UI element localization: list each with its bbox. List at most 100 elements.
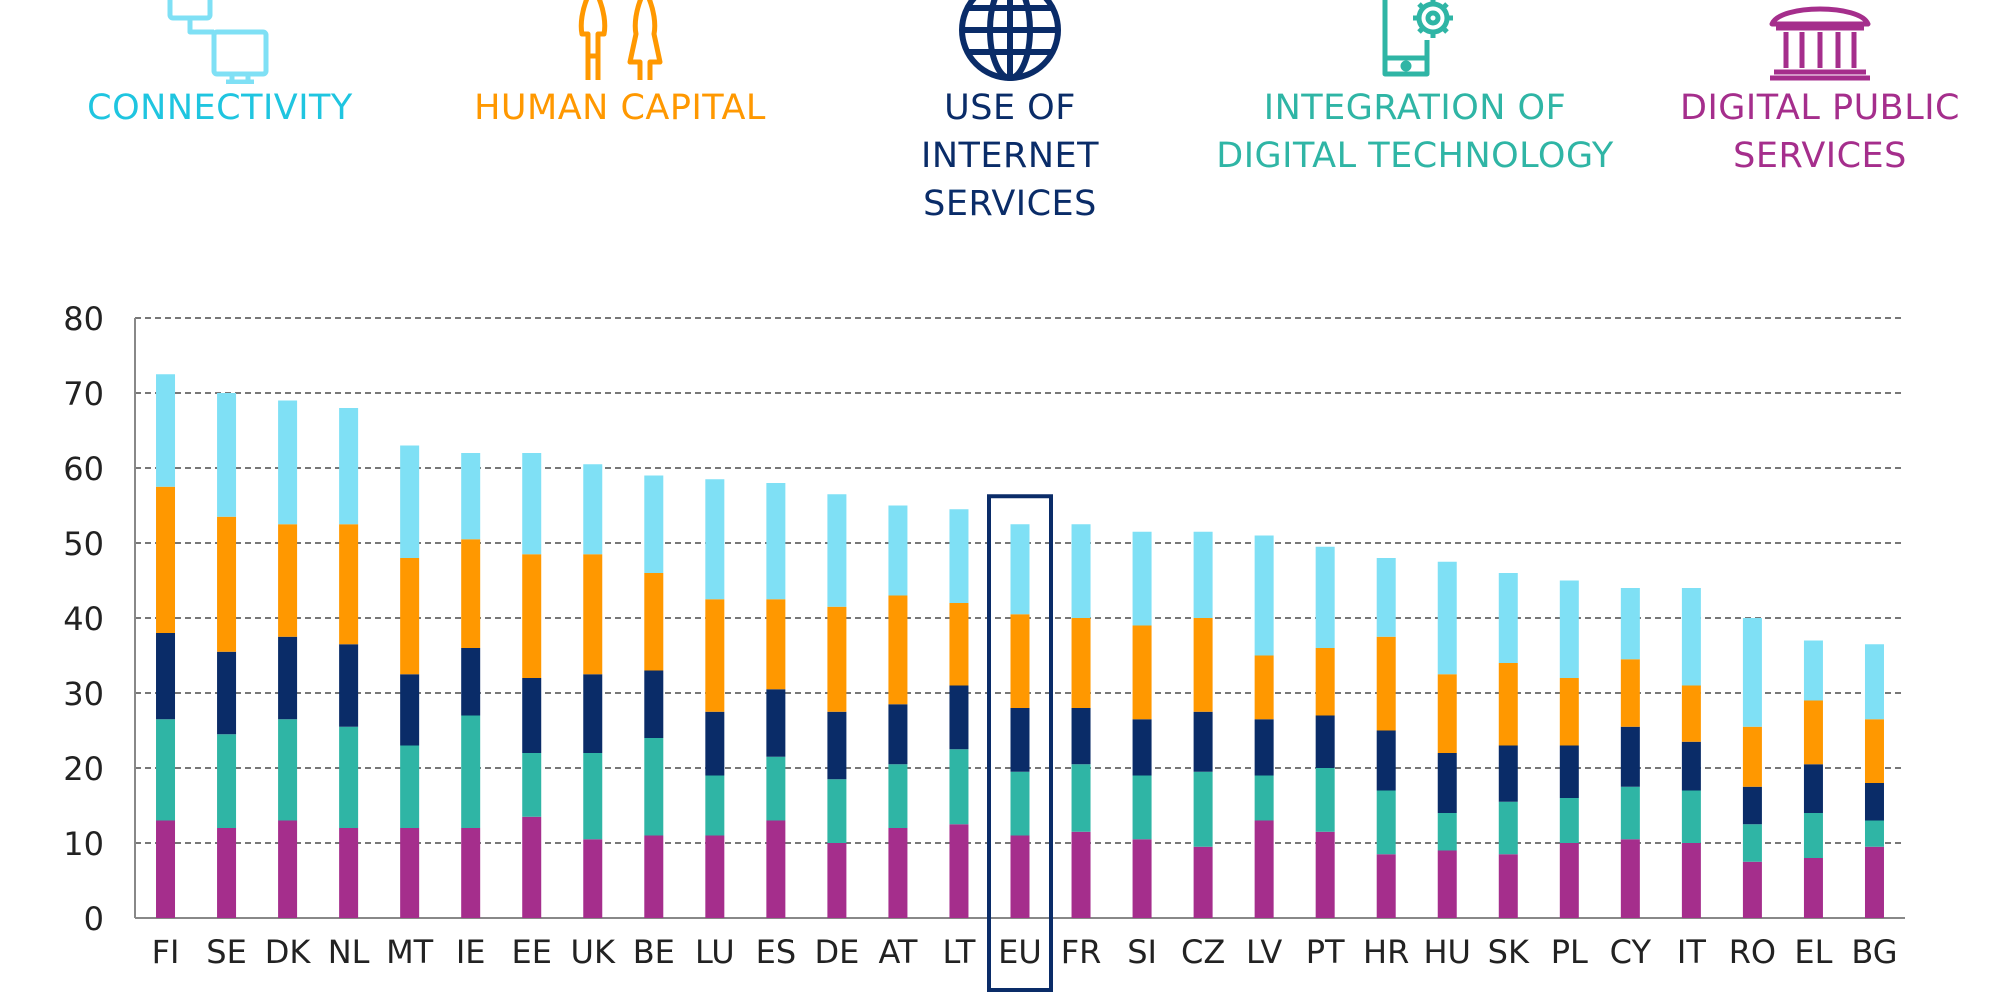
bar-segment	[1010, 835, 1030, 918]
bar-segment	[949, 824, 969, 918]
bar-segment	[339, 644, 359, 727]
bar-segment	[644, 738, 664, 836]
bar-segment	[1193, 531, 1213, 618]
bar-segment	[1681, 588, 1701, 686]
phone-gear-icon	[1382, 0, 1453, 77]
bar-segment	[1254, 775, 1274, 821]
bar-segment	[461, 828, 481, 918]
bar-segment	[1498, 745, 1518, 802]
bar-segment	[1132, 775, 1152, 840]
bar-segment	[339, 828, 359, 918]
bar-segment	[1010, 771, 1030, 836]
x-tick-label: MT	[386, 933, 434, 971]
bar-segment	[949, 685, 969, 750]
bar-segment	[1132, 839, 1152, 918]
bar-segment	[156, 486, 176, 633]
bar-segment	[278, 820, 298, 918]
x-tick-label: SI	[1127, 933, 1157, 971]
bar-segment	[644, 670, 664, 738]
x-tick-label: EL	[1794, 933, 1832, 971]
bar-segment	[705, 711, 725, 776]
bar-segment	[888, 704, 908, 765]
bar-segment	[1254, 535, 1274, 656]
bar-segment	[278, 524, 298, 637]
bar-segment	[949, 749, 969, 825]
legend-label-integration: INTEGRATION OF DIGITAL TECHNOLOGY	[1216, 88, 1614, 176]
legend-item-use-of-internet: USE OF INTERNET SERVICES	[850, 0, 1170, 228]
bar-segment	[217, 734, 237, 828]
x-tick-label: FR	[1061, 933, 1102, 971]
x-tick-label: CZ	[1181, 933, 1225, 971]
bar-segment	[1193, 771, 1213, 847]
bar-segment	[1071, 708, 1091, 765]
bar-segment	[705, 599, 725, 712]
bar-segment	[827, 711, 847, 780]
bar-segment	[1071, 764, 1091, 832]
legend: CONNECTIVITY HUMAN CAPITAL USE OF INTERN…	[0, 0, 2005, 230]
x-tick-label: DE	[814, 933, 859, 971]
bar-segment	[1742, 618, 1762, 727]
legend-item-digital-public: DIGITAL PUBLIC SERVICES	[1650, 0, 1990, 180]
bar-segment	[339, 726, 359, 828]
bar-segment	[1376, 854, 1396, 918]
bar-segment	[1803, 640, 1823, 701]
bar-segment	[583, 839, 603, 918]
bar-segment	[766, 599, 786, 690]
y-tick-label: 0	[84, 900, 104, 938]
bar-segment	[1071, 618, 1091, 708]
bar-segment	[1010, 708, 1030, 772]
x-tick-label: AT	[878, 933, 917, 971]
bar-segment	[888, 505, 908, 596]
bar-segment	[1681, 790, 1701, 843]
x-tick-label: NL	[328, 933, 370, 971]
bar-segment	[1315, 768, 1335, 832]
bar-segment	[400, 674, 420, 746]
bar-segment	[1376, 636, 1396, 731]
bar-segment	[1254, 655, 1274, 720]
bar-segment	[156, 820, 176, 918]
bar-segment	[461, 715, 481, 828]
bar-segment	[217, 393, 237, 517]
bar-segment	[827, 779, 847, 843]
bar-segment	[644, 835, 664, 918]
bar-segment	[827, 494, 847, 607]
bar-segment	[705, 479, 725, 600]
bar-segment	[522, 816, 542, 918]
legend-item-integration: INTEGRATION OF DIGITAL TECHNOLOGY	[1215, 0, 1615, 180]
bar-segment	[1193, 711, 1213, 772]
x-tick-label: IE	[456, 933, 486, 971]
legend-label-use-of-internet: USE OF INTERNET SERVICES	[921, 88, 1099, 224]
bar-segment	[949, 603, 969, 686]
x-tick-label: HR	[1363, 933, 1409, 971]
x-tick-label: PT	[1306, 933, 1345, 971]
bar-segment	[1498, 573, 1518, 663]
bar-segment	[278, 719, 298, 821]
x-tick-label: SE	[206, 933, 247, 971]
x-tick-label: RO	[1729, 933, 1776, 971]
x-tick-label: LT	[942, 933, 975, 971]
bar-segment	[1193, 618, 1213, 712]
bar-segment	[1315, 648, 1335, 716]
bar-segment	[583, 554, 603, 675]
globe-icon	[959, 0, 1061, 81]
bar-segment	[1437, 753, 1457, 813]
bar-segment	[644, 573, 664, 671]
bar-segment	[1559, 580, 1579, 678]
x-tick-label: CY	[1610, 933, 1652, 971]
bar-segment	[583, 674, 603, 753]
bar-segment	[766, 756, 786, 821]
bar-segment	[217, 828, 237, 918]
bar-segment	[1620, 786, 1640, 840]
bar-segment	[400, 558, 420, 675]
bar-segment	[1864, 719, 1884, 783]
bar-segment	[1437, 674, 1457, 753]
bar-segment	[400, 745, 420, 828]
x-tick-label: BG	[1851, 933, 1897, 971]
bar-segment	[217, 651, 237, 735]
bar-segment	[888, 595, 908, 705]
bar-segment	[1132, 719, 1152, 776]
y-tick-label: 20	[63, 750, 104, 788]
bar-segment	[1742, 786, 1762, 825]
bar-segment	[949, 509, 969, 603]
